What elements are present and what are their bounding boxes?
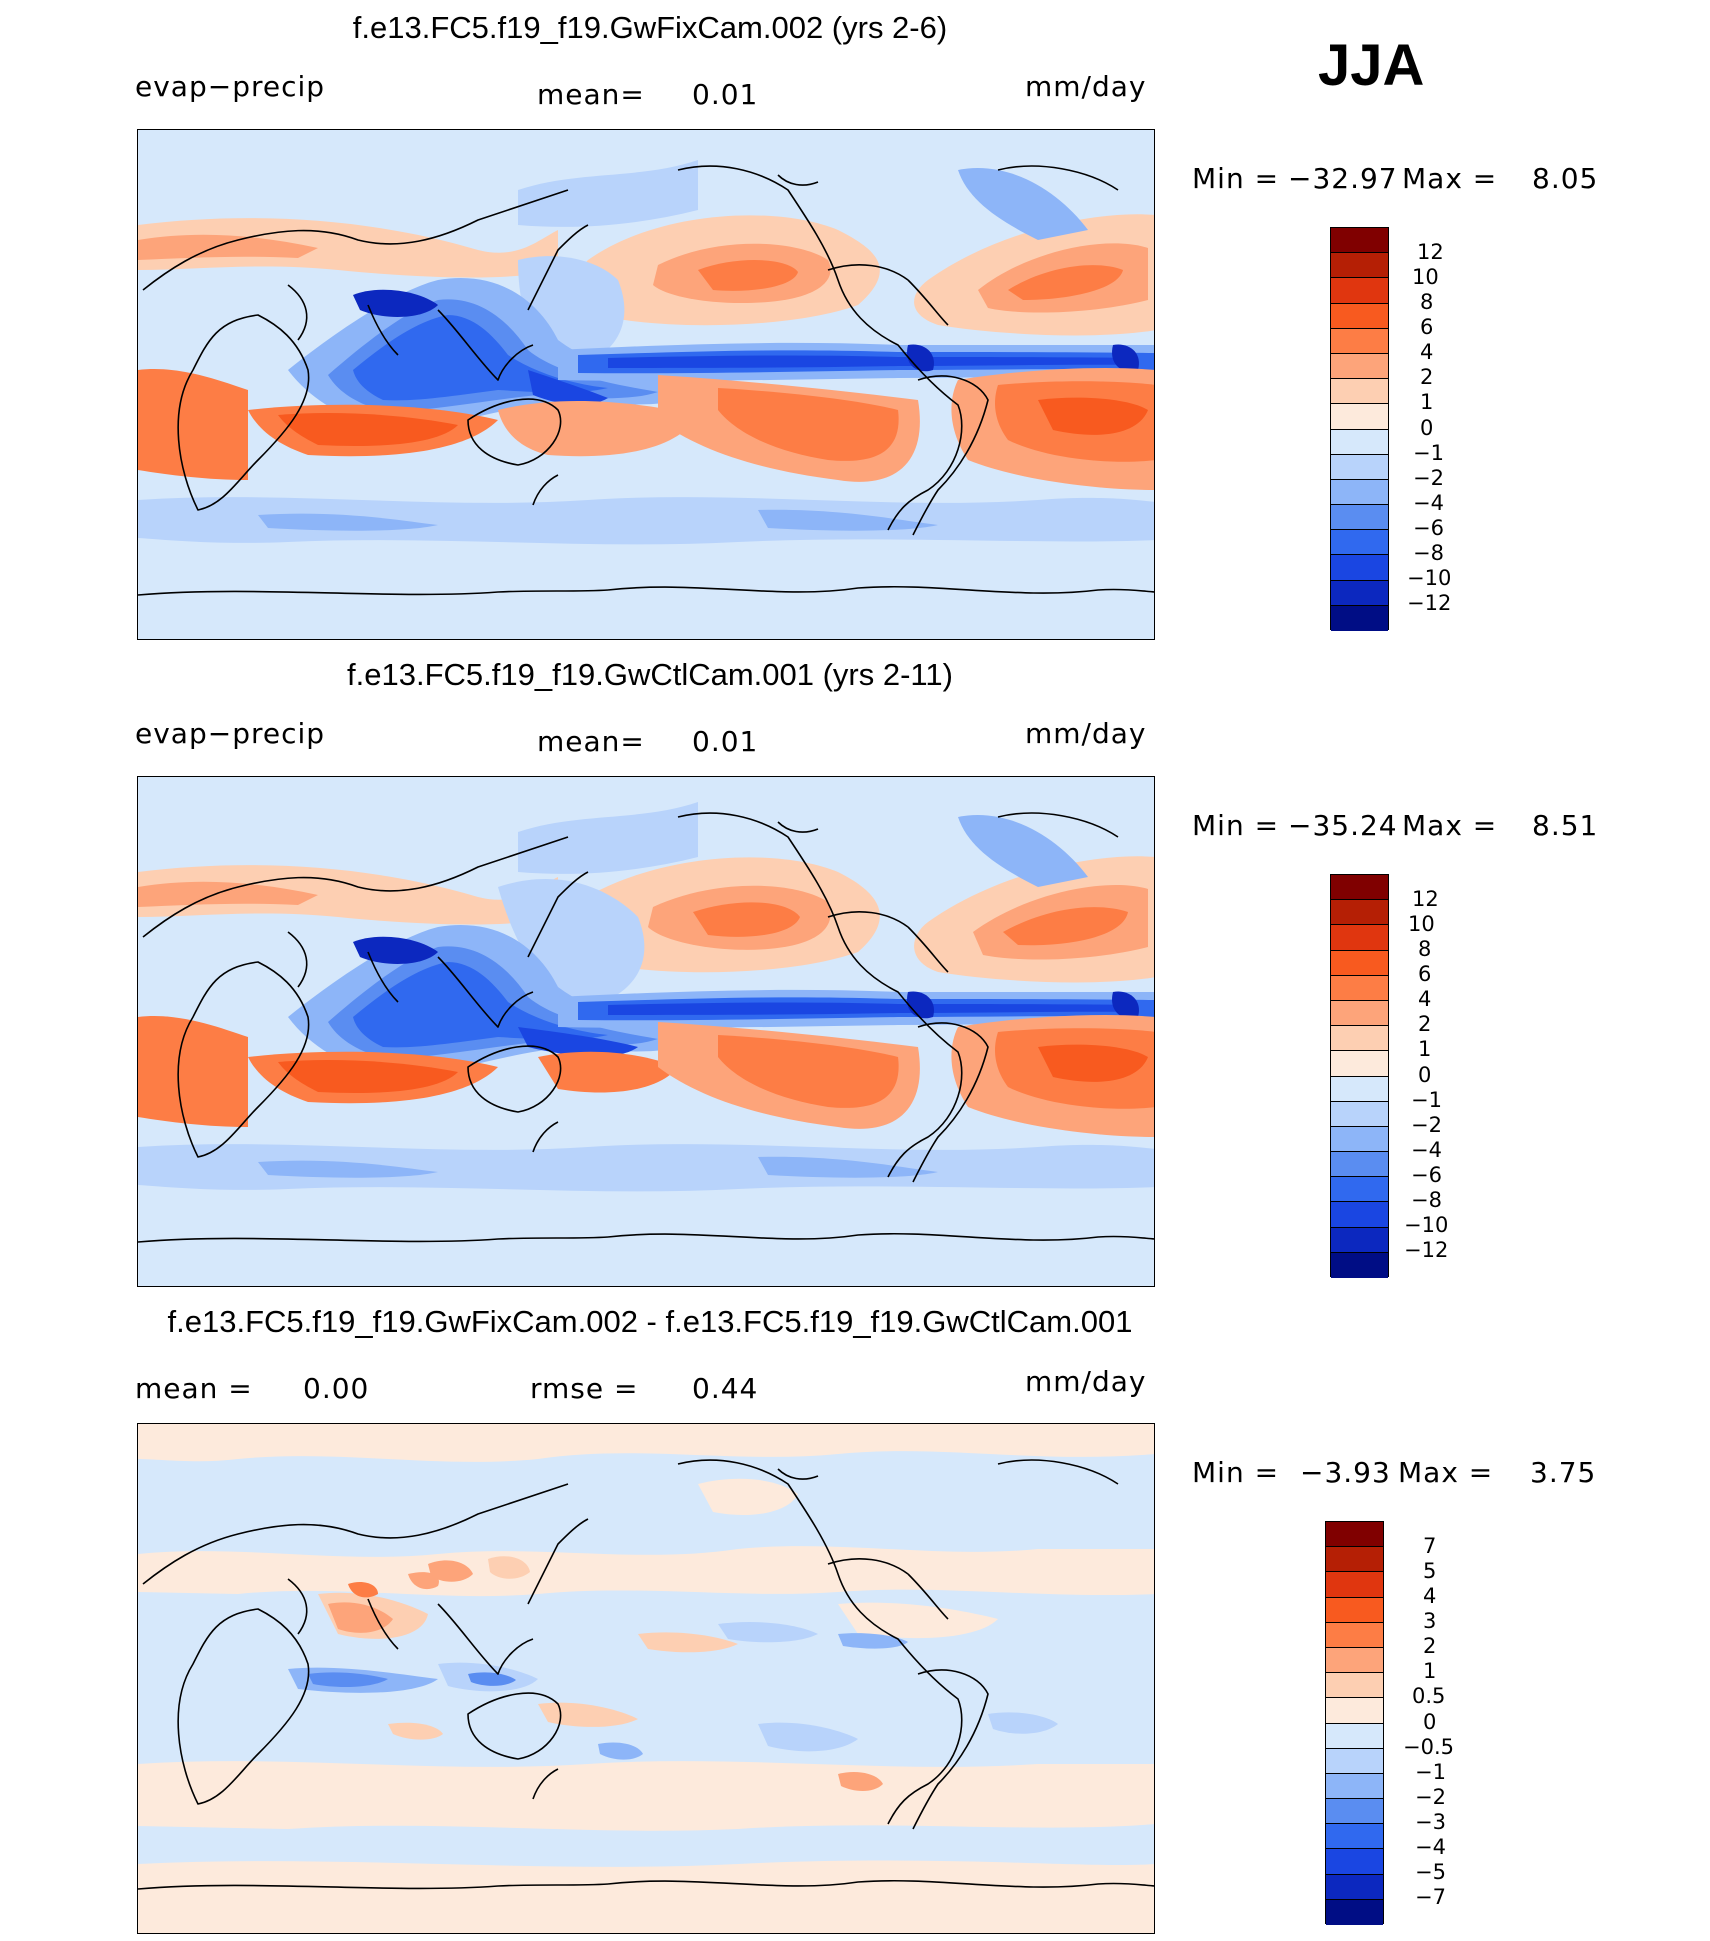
panel-3-units: mm/day bbox=[1025, 1365, 1147, 1398]
panel-1-cb-tick: 1 bbox=[1420, 390, 1434, 414]
panel-1-cb-tick: 2 bbox=[1420, 365, 1434, 389]
panel-2-cb-tick: −4 bbox=[1411, 1138, 1442, 1162]
panel-1-mean-value: 0.01 bbox=[692, 78, 759, 111]
panel-2-min-value: −35.24 bbox=[1288, 809, 1398, 842]
panel-3-cb-tick: −3 bbox=[1415, 1810, 1446, 1834]
panel-1-colorbar bbox=[1330, 227, 1389, 631]
panel-3-mean-value: 0.00 bbox=[303, 1372, 370, 1405]
panel-2-cb-tick: −6 bbox=[1411, 1163, 1442, 1187]
panel-3-mean-label: mean = bbox=[135, 1372, 253, 1405]
panel-3-cb-tick: −0.5 bbox=[1403, 1735, 1454, 1759]
panel-3-cb-tick: 7 bbox=[1423, 1534, 1437, 1558]
season-label: JJA bbox=[1318, 33, 1425, 98]
panel-1-cb-tick: −1 bbox=[1413, 441, 1444, 465]
panel-1-cb-tick: 10 bbox=[1412, 265, 1439, 289]
panel-3-rmse-label: rmse = bbox=[530, 1372, 639, 1405]
panel-1-units: mm/day bbox=[1025, 70, 1147, 103]
panel-3-max-value: 3.75 bbox=[1530, 1456, 1597, 1489]
panel-1-cb-tick: −4 bbox=[1413, 491, 1444, 515]
panel-3-cb-tick: 0 bbox=[1423, 1710, 1437, 1734]
panel-3-title: f.e13.FC5.f19_f19.GwFixCam.002 - f.e13.F… bbox=[167, 1304, 1133, 1339]
panel-3-map bbox=[137, 1423, 1155, 1934]
panel-2-cb-tick: −12 bbox=[1404, 1238, 1449, 1262]
panel-3-cb-tick: 4 bbox=[1423, 1584, 1437, 1608]
panel-1-variable: evap−precip bbox=[135, 70, 326, 103]
panel-3-cb-tick: −1 bbox=[1415, 1760, 1446, 1784]
panel-3-cb-tick: −2 bbox=[1415, 1785, 1446, 1809]
panel-1-cb-tick: −6 bbox=[1413, 516, 1444, 540]
panel-1-map bbox=[137, 129, 1155, 640]
panel-1-cb-tick: 8 bbox=[1420, 290, 1434, 314]
panel-3-max-label: Max = bbox=[1398, 1456, 1494, 1489]
panel-1-max-label: Max = bbox=[1402, 162, 1498, 195]
panel-1-cb-tick: 4 bbox=[1420, 340, 1434, 364]
panel-2-units: mm/day bbox=[1025, 717, 1147, 750]
panel-3-cb-tick: 2 bbox=[1423, 1634, 1437, 1658]
panel-2-max-value: 8.51 bbox=[1532, 809, 1599, 842]
panel-3-cb-tick: −5 bbox=[1415, 1860, 1446, 1884]
panel-2-mean-label: mean= bbox=[537, 725, 645, 758]
panel-2-cb-tick: 1 bbox=[1418, 1037, 1432, 1061]
panel-3-colorbar bbox=[1325, 1521, 1384, 1925]
panel-1-min-value: −32.97 bbox=[1288, 162, 1398, 195]
panel-2-cb-tick: 2 bbox=[1418, 1012, 1432, 1036]
panel-1-cb-tick: 0 bbox=[1420, 416, 1434, 440]
panel-2-cb-tick: −10 bbox=[1404, 1213, 1449, 1237]
panel-3-min-value: −3.93 bbox=[1300, 1456, 1391, 1489]
panel-3-cb-tick: 0.5 bbox=[1412, 1684, 1446, 1708]
panel-3-cb-tick: 3 bbox=[1423, 1609, 1437, 1633]
panel-3-cb-tick: −7 bbox=[1415, 1885, 1446, 1909]
panel-2-cb-tick: −2 bbox=[1411, 1113, 1442, 1137]
panel-1-title: f.e13.FC5.f19_f19.GwFixCam.002 (yrs 2-6) bbox=[352, 10, 948, 45]
panel-2-cb-tick: 8 bbox=[1418, 937, 1432, 961]
panel-2-cb-tick: −8 bbox=[1411, 1188, 1442, 1212]
panel-1-cb-tick: −2 bbox=[1413, 466, 1444, 490]
panel-2-cb-tick: 10 bbox=[1408, 912, 1435, 936]
panel-3-cb-tick: −4 bbox=[1415, 1835, 1446, 1859]
panel-1-cb-tick: −12 bbox=[1407, 591, 1452, 615]
panel-2-cb-tick: 6 bbox=[1418, 962, 1432, 986]
panel-2-min-label: Min = bbox=[1192, 809, 1280, 842]
panel-3-cb-tick: 5 bbox=[1423, 1559, 1437, 1583]
panel-3-cb-tick: 1 bbox=[1423, 1659, 1437, 1683]
panel-2-colorbar bbox=[1330, 874, 1389, 1278]
panel-1-max-value: 8.05 bbox=[1532, 162, 1599, 195]
panel-2-variable: evap−precip bbox=[135, 717, 326, 750]
panel-2-title: f.e13.FC5.f19_f19.GwCtlCam.001 (yrs 2-11… bbox=[347, 657, 953, 692]
panel-1-cb-tick: −10 bbox=[1407, 566, 1452, 590]
panel-1-mean-label: mean= bbox=[537, 78, 645, 111]
panel-2-map bbox=[137, 776, 1155, 1287]
panel-2-cb-tick: 4 bbox=[1418, 987, 1432, 1011]
panel-1-cb-tick: 12 bbox=[1417, 240, 1444, 264]
panel-2-mean-value: 0.01 bbox=[692, 725, 759, 758]
panel-3-rmse-value: 0.44 bbox=[692, 1372, 759, 1405]
panel-3-min-label: Min = bbox=[1192, 1456, 1280, 1489]
panel-1-min-label: Min = bbox=[1192, 162, 1280, 195]
panel-2-max-label: Max = bbox=[1402, 809, 1498, 842]
panel-1-cb-tick: −8 bbox=[1413, 541, 1444, 565]
panel-2-cb-tick: 0 bbox=[1418, 1063, 1432, 1087]
panel-2-cb-tick: −1 bbox=[1411, 1088, 1442, 1112]
panel-2-cb-tick: 12 bbox=[1412, 887, 1439, 911]
panel-1-cb-tick: 6 bbox=[1420, 315, 1434, 339]
